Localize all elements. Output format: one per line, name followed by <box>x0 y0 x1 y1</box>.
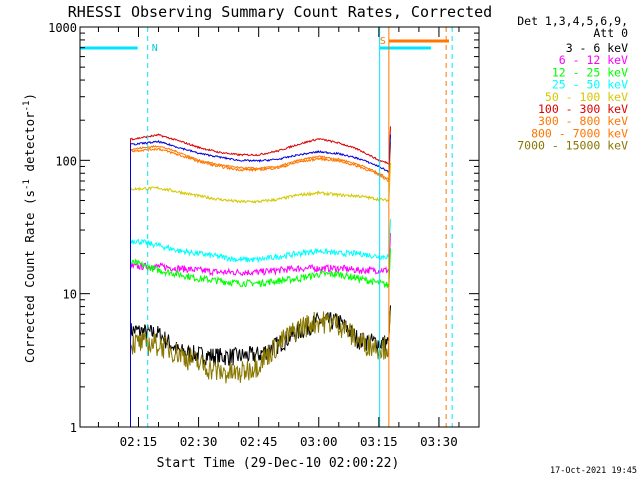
legend-item-6: 300 - 800 keV <box>538 114 628 128</box>
series-layer <box>130 126 391 427</box>
series-line-3 <box>130 219 391 427</box>
x-tick-label-0: 02:15 <box>120 434 158 449</box>
saa-label: S <box>380 36 386 47</box>
y-axis-ticks: 1 10 100 1000 <box>48 21 479 435</box>
legend-item-7: 800 - 7000 keV <box>531 126 628 140</box>
legend-item-0: 3 - 6 keV <box>566 41 628 55</box>
legend-item-4: 50 - 100 keV <box>545 90 628 104</box>
y-axis-label-main: Corrected Count Rate (s <box>22 190 37 363</box>
legend-header-line2: Att 0 <box>593 26 628 40</box>
y-axis-label: Corrected Count Rate (s-1 detector-1) <box>22 93 37 363</box>
x-tick-label-3: 03:00 <box>300 434 338 449</box>
series-line-9 <box>130 134 391 427</box>
night-label: N <box>152 43 158 54</box>
x-tick-label-5: 03:30 <box>420 434 458 449</box>
series-line-7 <box>130 143 391 427</box>
series-line-8 <box>130 309 391 427</box>
series-line-2 <box>130 248 391 427</box>
y-tick-label-0: 1 <box>70 421 77 435</box>
y-tick-label-1: 10 <box>63 288 77 302</box>
y-tick-label-3: 1000 <box>48 21 77 35</box>
legend-header-line1: Det 1,3,4,5,6,9, <box>517 14 628 28</box>
x-tick-label-4: 03:15 <box>360 434 398 449</box>
chart-title: RHESSI Observing Summary Count Rates, Co… <box>68 3 492 21</box>
x-axis-ticks: 02:15 02:30 02:45 03:00 03:15 03:30 <box>97 27 460 449</box>
series-line-1 <box>130 232 391 427</box>
legend-item-5: 100 - 300 keV <box>538 102 628 116</box>
y-axis-label-end: ) <box>22 93 37 101</box>
footer-timestamp: 17-Oct-2021 19:45 <box>550 466 637 476</box>
x-axis-label: Start Time (29-Dec-10 02:00:22) <box>157 456 400 471</box>
y-axis-label-sup1: -1 <box>22 179 32 190</box>
series-line-4 <box>130 163 391 427</box>
legend-item-8: 7000 - 15000 keV <box>517 139 628 153</box>
x-tick-label-2: 02:45 <box>240 434 278 449</box>
legend-item-3: 25 - 50 keV <box>552 78 628 92</box>
y-axis-label-mid: detector <box>22 111 37 179</box>
legend-item-1: 6 - 12 keV <box>559 53 628 67</box>
y-axis-label-sup2: -1 <box>22 101 32 112</box>
legend-item-2: 12 - 25 keV <box>552 65 628 79</box>
plot-frame <box>79 26 480 428</box>
series-line-5 <box>130 126 391 427</box>
y-tick-label-2: 100 <box>55 154 77 168</box>
x-tick-label-1: 02:30 <box>180 434 218 449</box>
